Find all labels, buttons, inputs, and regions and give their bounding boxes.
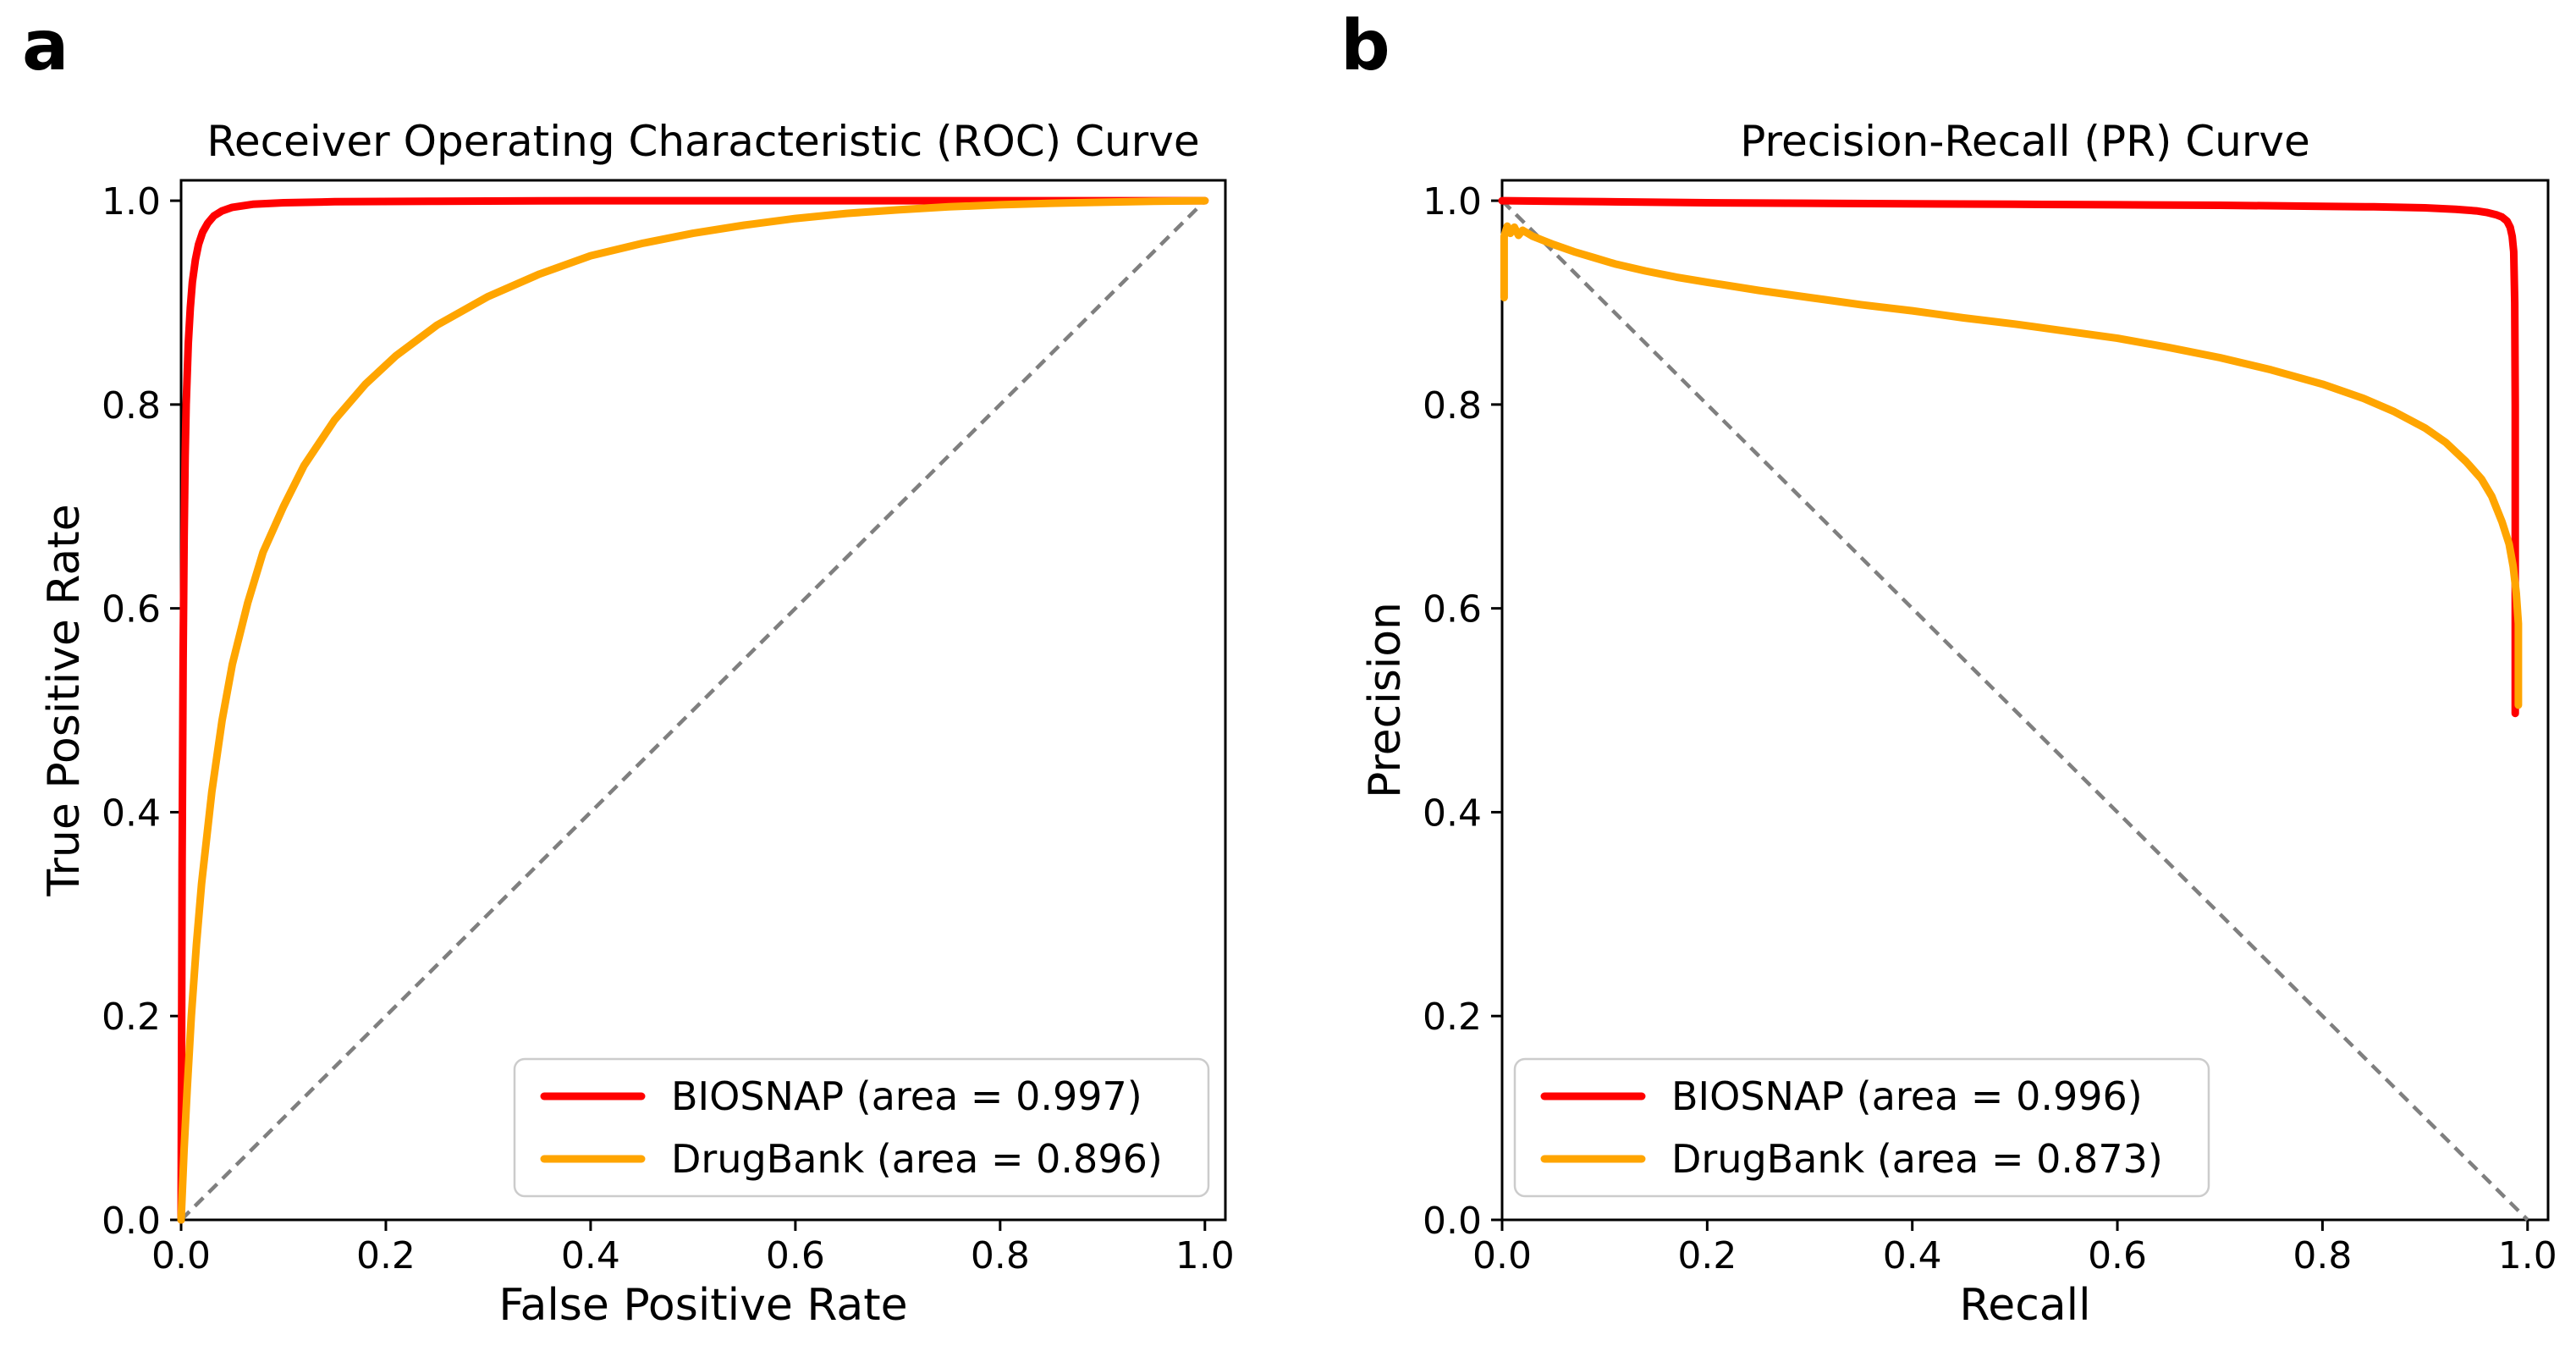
pr-curve-chance-diagonal <box>1500 199 2529 1222</box>
pr-curve-drugbank <box>1500 222 2523 709</box>
pr-y-tick-label: 1.0 <box>1423 180 1482 223</box>
pr-x-tick-label: 0.4 <box>1883 1234 1942 1277</box>
roc-curve-drugbank <box>177 196 1209 1224</box>
panel-a-letter: a <box>22 6 69 86</box>
roc-y-tick-label: 0.6 <box>102 588 161 632</box>
roc-x-tick-label: 0.2 <box>356 1234 416 1277</box>
roc-y-tick-label: 0.4 <box>102 792 161 835</box>
pr-y-tick-label: 0.8 <box>1423 384 1482 428</box>
roc-legend-label-drugbank: DrugBank (area = 0.896) <box>671 1136 1163 1182</box>
pr-plot-area: 0.0 0.2 0.4 0.6 0.8 1.0 0.0 0.2 0.4 0.6 0.8 1.0 BIOS… <box>1423 179 2557 1277</box>
pr-x-tick-label: 0.2 <box>1677 1234 1737 1277</box>
pr-y-tick-label: 0.0 <box>1423 1200 1482 1243</box>
pr-y-tick-label: 0.2 <box>1423 996 1482 1039</box>
roc-x-axis-label: False Positive Rate <box>498 1280 908 1331</box>
panel-b: b Precision-Recall (PR) Curve Precision … <box>1288 0 2576 1346</box>
panel-a: a Receiver Operating Characteristic (ROC… <box>22 6 1235 1332</box>
pr-legend: BIOSNAP (area = 0.996) DrugBank (area = 0… <box>1513 1057 2210 1198</box>
pr-axes-frame <box>1500 179 2550 1222</box>
roc-legend-box <box>513 1057 1210 1198</box>
roc-legend-label-biosnap: BIOSNAP (area = 0.997) <box>671 1073 1142 1119</box>
roc-title: Receiver Operating Characteristic (ROC) … <box>206 117 1200 166</box>
roc-legend: BIOSNAP (area = 0.997) DrugBank (area = 0… <box>513 1057 1210 1198</box>
roc-y-tick-label: 0.0 <box>102 1200 161 1243</box>
pr-legend-label-drugbank: DrugBank (area = 0.873) <box>1671 1136 2163 1182</box>
roc-x-tick-label: 0.0 <box>151 1234 211 1277</box>
roc-x-tick-label: 0.8 <box>971 1234 1030 1277</box>
pr-legend-label-biosnap: BIOSNAP (area = 0.996) <box>1671 1073 2143 1119</box>
panel-b-letter: b <box>1340 6 1390 86</box>
roc-x-tick-label: 0.4 <box>561 1234 620 1277</box>
roc-y-tick-label: 1.0 <box>102 180 161 223</box>
roc-x-tick-label: 1.0 <box>1175 1234 1235 1277</box>
pr-x-tick-label: 0.8 <box>2293 1234 2352 1277</box>
pr-title: Precision-Recall (PR) Curve <box>1740 117 2310 166</box>
pr-x-tick-label: 0.0 <box>1472 1234 1532 1277</box>
roc-curve-chance-diagonal <box>179 199 1207 1222</box>
pr-x-tick-label: 1.0 <box>2498 1234 2557 1277</box>
roc-curve-biosnap <box>177 196 1209 1224</box>
pr-y-tick-label: 0.4 <box>1423 792 1482 835</box>
pr-curve-biosnap <box>1498 196 2519 718</box>
pr-x-axis-label: Recall <box>1959 1280 2091 1331</box>
roc-plot-area: 0.0 0.2 0.4 0.6 0.8 1.0 0.0 0.2 0.4 0.6 0.8 1.0 BIOS… <box>102 179 1235 1277</box>
roc-x-tick-label: 0.6 <box>766 1234 825 1277</box>
pr-legend-box <box>1513 1057 2210 1198</box>
roc-y-tick-label: 0.2 <box>102 996 161 1039</box>
pr-y-tick-label: 0.6 <box>1423 588 1482 632</box>
roc-y-tick-label: 0.8 <box>102 384 161 428</box>
pr-x-tick-label: 0.6 <box>2088 1234 2147 1277</box>
